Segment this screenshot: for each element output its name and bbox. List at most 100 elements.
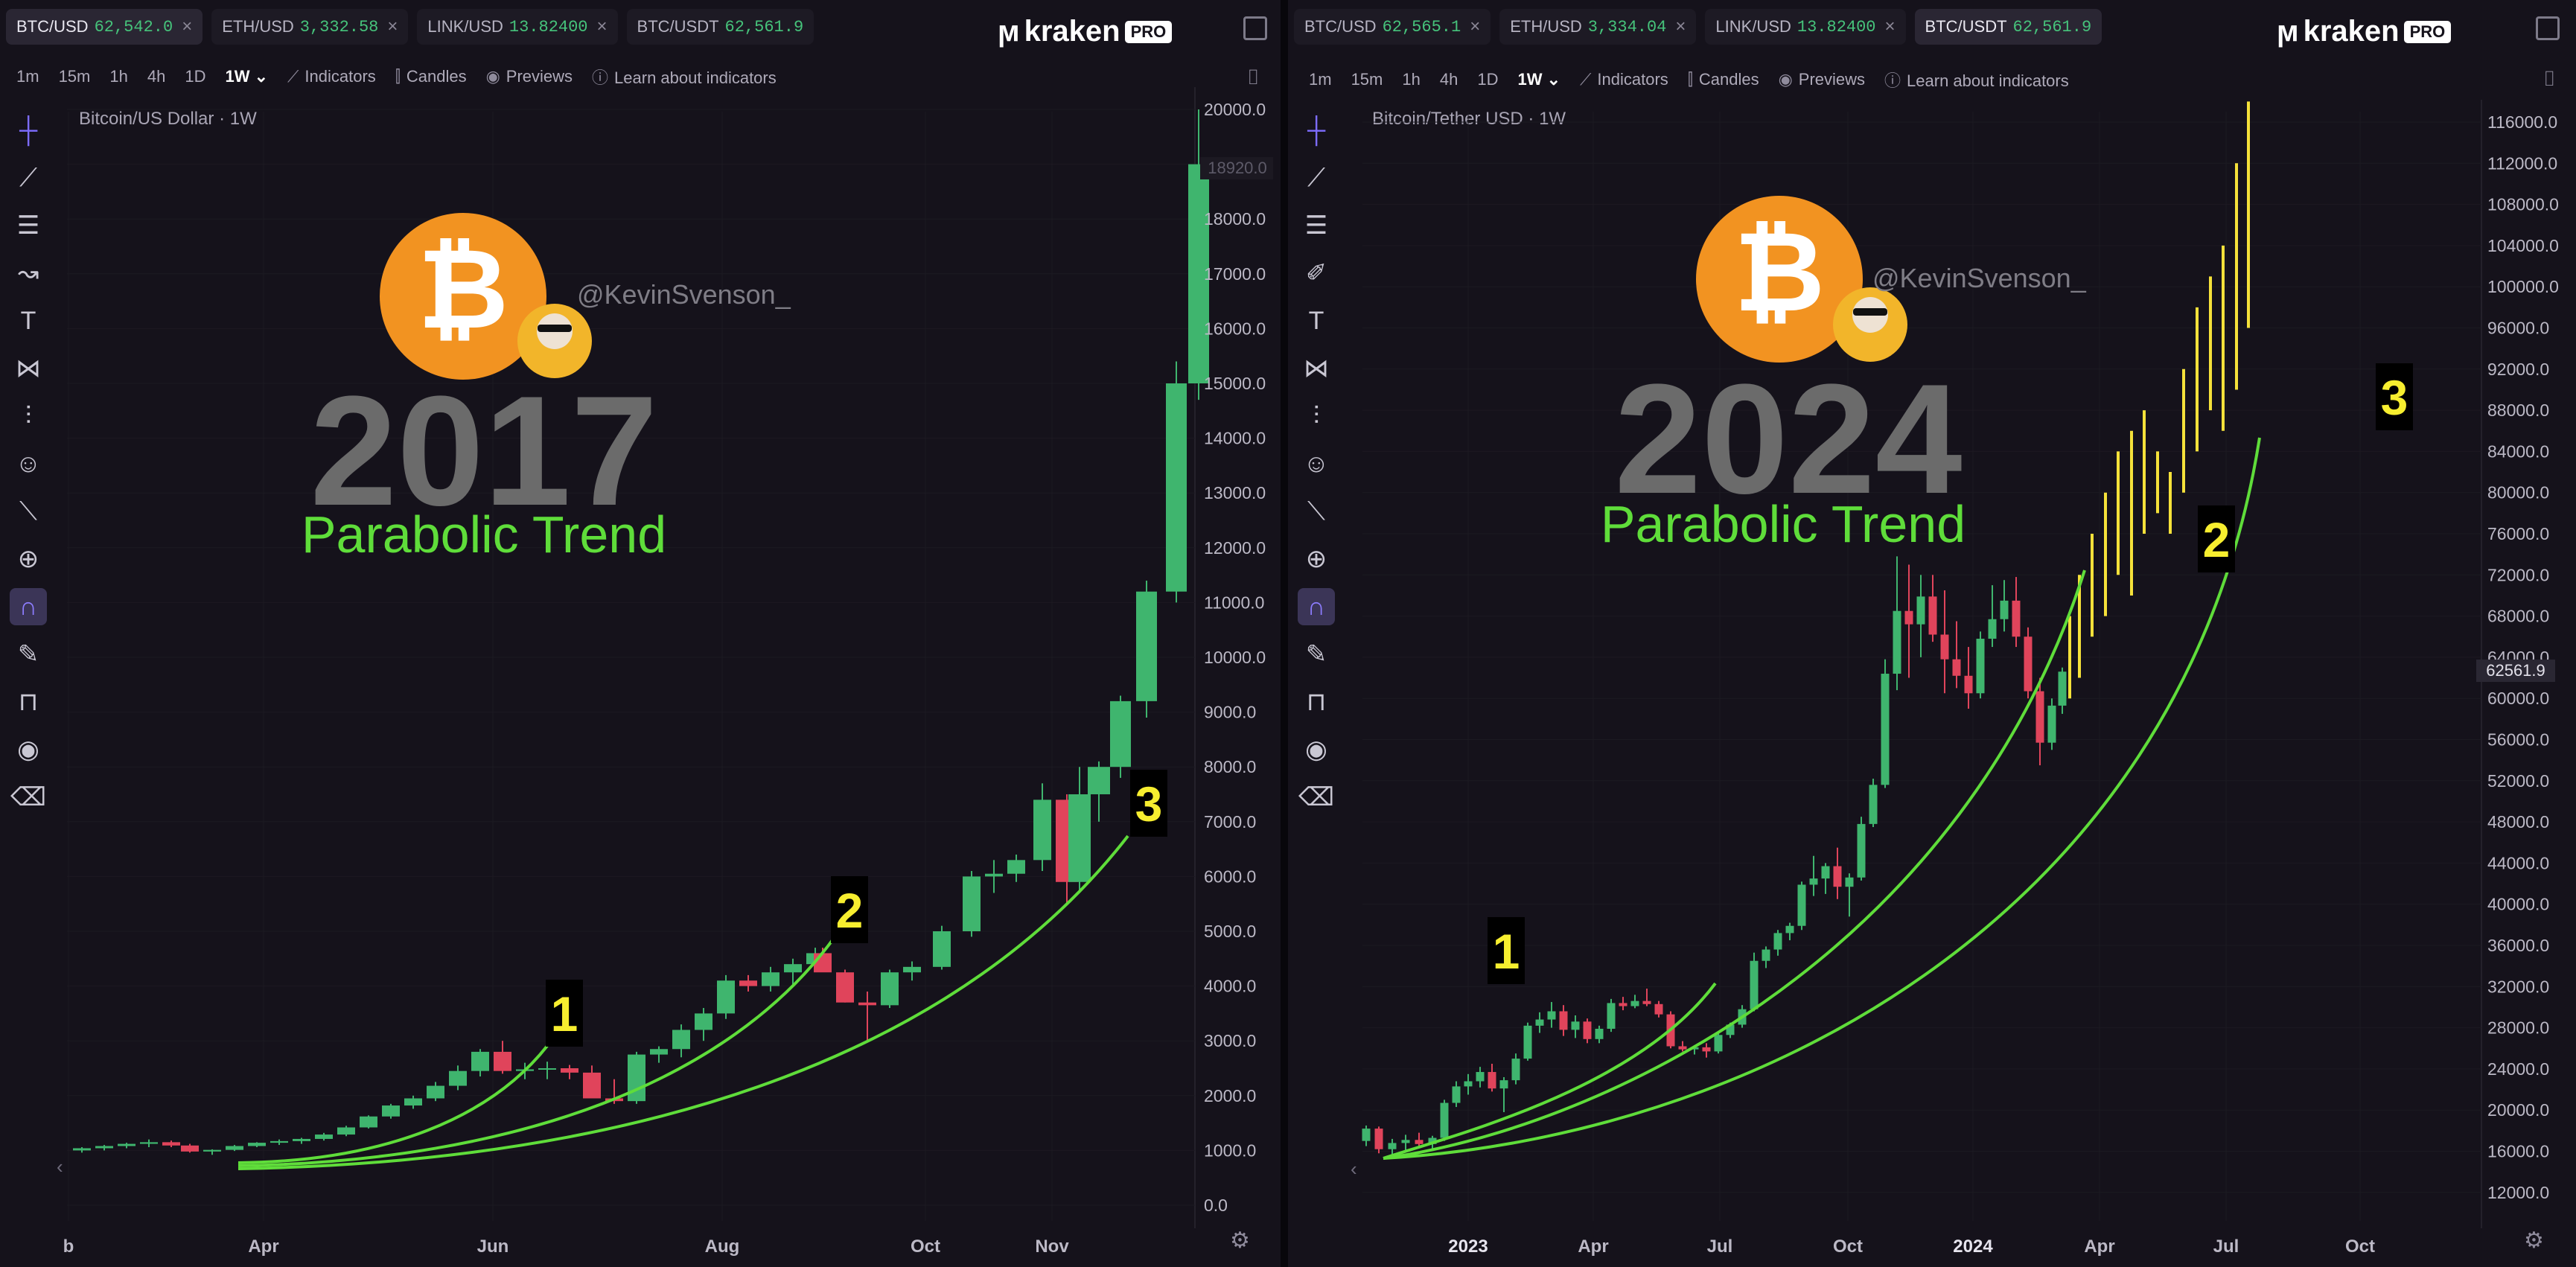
layout-icon[interactable] — [1243, 16, 1267, 40]
eye-icon[interactable]: ◉ — [17, 735, 39, 764]
interval-select[interactable]: 1W ⌄ — [1517, 70, 1560, 89]
chart-panel-right: BTC/USD 62,565.1 × ETH/USD 3,334.04 × LINK/U… — [1288, 0, 2576, 1267]
y-tick-label: 60000.0 — [2487, 689, 2549, 708]
candle-body — [449, 1070, 467, 1086]
unlock-icon[interactable]: ⊓ — [1306, 688, 1327, 716]
close-icon[interactable]: × — [182, 16, 193, 36]
trendline-icon[interactable]: ⟋ — [19, 163, 37, 192]
forecast-icon[interactable]: ⫶ — [25, 401, 32, 430]
pattern-icon[interactable]: ⋈ — [1304, 354, 1329, 383]
unlock-icon[interactable]: ⊓ — [18, 688, 39, 716]
gear-icon[interactable]: ⚙ — [2524, 1228, 2544, 1253]
horizontal-lines-icon[interactable]: ☰ — [16, 211, 40, 240]
candle-body — [270, 1140, 288, 1143]
zoom-in-icon[interactable]: ⊕ — [17, 545, 39, 573]
interval-4h[interactable]: 4h — [147, 67, 166, 86]
lock-draw-icon[interactable]: ✎ — [1305, 640, 1327, 668]
trash-icon[interactable]: ⌫ — [1298, 783, 1335, 811]
ticker-tab[interactable]: BTC/USD 62,542.0 × — [6, 9, 203, 45]
interval-1d[interactable]: 1D — [1477, 70, 1499, 89]
price-chart[interactable]: ₿ @KevinSvenson_ 2024 Parabolic Trend 12… — [1288, 0, 2576, 1267]
camera-icon[interactable]: ⌷ — [1247, 66, 1260, 89]
candle-body — [315, 1134, 333, 1139]
price-axis[interactable]: 20000.019000.018000.017000.016000.015000… — [1204, 100, 1266, 1215]
trendline-icon[interactable]: ⟋ — [1307, 163, 1325, 192]
ticker-tab[interactable]: LINK/USD 13.82400 × — [1705, 9, 1906, 45]
learn-indicators-link[interactable]: ⓘ Learn about indicators — [592, 65, 777, 89]
interval-15m[interactable]: 15m — [58, 67, 91, 86]
previews-button[interactable]: ◉ Previews — [486, 67, 573, 86]
marker-box — [1130, 770, 1167, 837]
pattern-icon[interactable]: ⋈ — [16, 354, 41, 383]
ruler-icon[interactable]: ⟍ — [19, 497, 37, 526]
x-tick-label: Oct — [1833, 1236, 1863, 1257]
interval-15m[interactable]: 15m — [1351, 70, 1383, 89]
text-icon[interactable]: T — [20, 306, 36, 335]
indicators-label: Indicators — [1597, 70, 1668, 89]
y-tick-label: 6000.0 — [1204, 867, 1256, 886]
time-axis[interactable]: b Apr Jun Aug Oct Nov — [63, 1236, 1070, 1257]
indicators-button[interactable]: ⟋ Indicators — [1580, 70, 1668, 89]
price-chart[interactable]: ₿ @KevinSvenson_ 2017 Parabolic Trend 12… — [0, 0, 1281, 1267]
lock-draw-icon[interactable]: ✎ — [17, 640, 39, 668]
candle-body — [73, 1148, 91, 1151]
chevron-left-icon[interactable]: ‹ — [1351, 1158, 1357, 1180]
emoji-icon[interactable]: ☺ — [15, 449, 42, 478]
forecast-icon[interactable]: ⫶ — [1313, 401, 1320, 430]
interval-1h[interactable]: 1h — [1402, 70, 1421, 89]
x-tick-label: Jul — [2213, 1236, 2239, 1257]
ticker-tab[interactable]: ETH/USD 3,334.04 × — [1499, 9, 1697, 45]
interval-1h[interactable]: 1h — [109, 67, 128, 86]
crosshair-icon[interactable]: ┼ — [1307, 115, 1326, 144]
marker-label: 1 — [1493, 924, 1520, 979]
gear-icon[interactable]: ⚙ — [1230, 1228, 1250, 1253]
candles-button[interactable]: ⫿ Candles — [395, 67, 467, 86]
brush-icon[interactable]: ✐ — [1305, 259, 1327, 287]
interval-1m[interactable]: 1m — [16, 67, 39, 86]
close-icon[interactable]: × — [1675, 16, 1686, 36]
layout-icon[interactable] — [2536, 16, 2560, 40]
ticker-tab[interactable]: BTC/USDT 62,561.9 — [1914, 9, 2102, 45]
horizontal-lines-icon[interactable]: ☰ — [1304, 211, 1328, 240]
candle-body — [1976, 639, 1985, 694]
interval-select[interactable]: 1W ⌄ — [225, 67, 268, 86]
close-icon[interactable]: × — [1470, 16, 1481, 36]
magnet-icon[interactable]: ∩ — [1298, 588, 1335, 625]
eye-icon[interactable]: ◉ — [1305, 735, 1327, 764]
path-icon[interactable]: ↝ — [17, 259, 39, 287]
trash-icon[interactable]: ⌫ — [10, 783, 47, 811]
close-icon[interactable]: × — [1884, 16, 1896, 36]
crosshair-icon[interactable]: ┼ — [19, 115, 38, 144]
text-icon[interactable]: T — [1308, 306, 1324, 335]
zoom-in-icon[interactable]: ⊕ — [1305, 545, 1327, 573]
candle-body — [1619, 1003, 1627, 1006]
candle-body — [1893, 610, 1901, 674]
ticker-tab[interactable]: ETH/USD 3,332.58 × — [211, 9, 409, 45]
learn-indicators-link[interactable]: ⓘ Learn about indicators — [1884, 68, 2069, 92]
tab-price: 3,334.04 — [1587, 17, 1667, 36]
candles-button[interactable]: ⫿ Candles — [1688, 70, 1759, 89]
interval-1d[interactable]: 1D — [185, 67, 206, 86]
marker-label: 1 — [551, 986, 578, 1041]
chevron-left-icon[interactable]: ‹ — [57, 1155, 63, 1178]
candle-body — [784, 964, 802, 973]
magnet-icon[interactable]: ∩ — [10, 588, 47, 625]
close-icon[interactable]: × — [596, 16, 608, 36]
price-axis[interactable]: 116000.0 112000.0 108000.0 104000.0 100000.0… — [2487, 112, 2559, 1202]
ruler-icon[interactable]: ⟍ — [1307, 497, 1325, 526]
y-tick-label: 52000.0 — [2487, 771, 2549, 791]
ticker-tab[interactable]: BTC/USDT 62,561.9 — [626, 9, 814, 45]
parabolic-curve — [237, 834, 1129, 1170]
interval-4h[interactable]: 4h — [1439, 70, 1458, 89]
previews-button[interactable]: ◉ Previews — [1779, 70, 1865, 89]
ticker-tab[interactable]: BTC/USD 62,565.1 × — [1294, 9, 1491, 45]
time-axis[interactable]: 2023 Apr Jul Oct 2024 Apr Jul Oct — [1448, 1236, 2375, 1257]
y-tick-label: 44000.0 — [2487, 853, 2549, 872]
camera-icon[interactable]: ⌷ — [2543, 67, 2556, 90]
indicators-button[interactable]: ⟋ Indicators — [287, 67, 376, 86]
interval-1m[interactable]: 1m — [1309, 70, 1332, 89]
ticker-tab[interactable]: LINK/USD 13.82400 × — [417, 9, 618, 45]
emoji-icon[interactable]: ☺ — [1303, 449, 1330, 478]
close-icon[interactable]: × — [387, 16, 398, 36]
candles-label: Candles — [1698, 70, 1759, 89]
